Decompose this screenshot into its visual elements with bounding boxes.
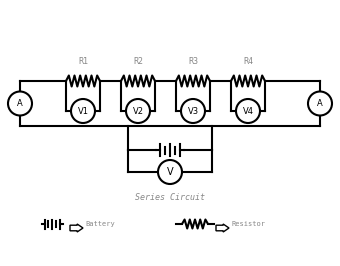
Text: V4: V4 bbox=[242, 106, 254, 115]
Text: A: A bbox=[317, 99, 323, 108]
Text: V2: V2 bbox=[133, 106, 143, 115]
Text: V3: V3 bbox=[187, 106, 199, 115]
Circle shape bbox=[236, 99, 260, 123]
Circle shape bbox=[126, 99, 150, 123]
Text: Series Circuit: Series Circuit bbox=[135, 193, 205, 202]
Text: V1: V1 bbox=[78, 106, 88, 115]
Text: R3: R3 bbox=[188, 57, 198, 66]
Text: R2: R2 bbox=[133, 57, 143, 66]
Circle shape bbox=[308, 92, 332, 115]
Text: Resistor: Resistor bbox=[231, 221, 265, 227]
Circle shape bbox=[181, 99, 205, 123]
Circle shape bbox=[71, 99, 95, 123]
Text: R4: R4 bbox=[243, 57, 253, 66]
Circle shape bbox=[158, 160, 182, 184]
Text: V: V bbox=[167, 167, 173, 177]
Circle shape bbox=[8, 92, 32, 115]
Text: A: A bbox=[17, 99, 23, 108]
Text: Battery: Battery bbox=[85, 221, 115, 227]
Text: R1: R1 bbox=[78, 57, 88, 66]
